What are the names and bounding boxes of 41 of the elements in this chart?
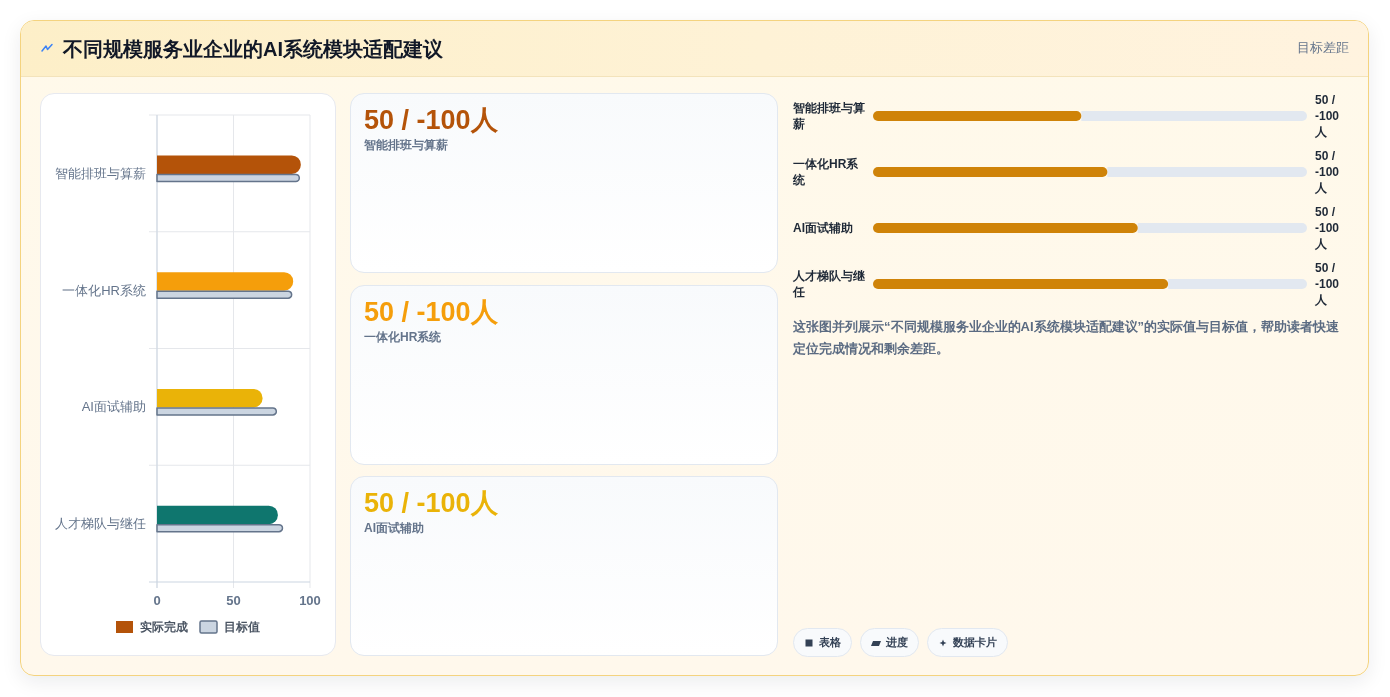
bar <box>157 388 263 408</box>
text: 这张图并列展示“不同规模服务业企业的AI系统模块适配建议”的实际值与目标值，帮助读者快速定位完成情况和剩余差距。 <box>793 318 1340 358</box>
y-tick-label: 一体化HR系统 <box>793 156 860 188</box>
bar <box>873 111 1082 121</box>
bar <box>1107 167 1307 177</box>
text: 50 / -100人 <box>1315 148 1341 196</box>
bar <box>873 279 1169 289</box>
chart-title: 目标差距 <box>1296 39 1349 57</box>
y-tick-label: 一体化HR系统 <box>62 282 146 298</box>
legend-label: 目标值 <box>224 620 260 634</box>
category-label: 一体化HR系统 <box>364 328 442 345</box>
x-tick-label: 0 <box>153 592 161 608</box>
text: 50 / -100人 <box>364 488 498 518</box>
y-tick-label: AI面试辅助 <box>793 220 854 236</box>
text: 50 / -100人 <box>1315 92 1341 140</box>
bar <box>1081 111 1307 121</box>
bar <box>1168 279 1307 289</box>
bar <box>873 167 1108 177</box>
y-tick-label: AI面试辅助 <box>81 399 146 415</box>
x-tick-label: 50 <box>226 592 241 608</box>
y-tick-label: 人才梯队与继任 <box>55 516 146 532</box>
chart-title: 不同规模服务业企业的AI系统模块适配建议 <box>63 37 443 62</box>
text: 50 / -100人 <box>364 296 498 327</box>
y-tick-label: 智能排班与算薪 <box>793 100 866 132</box>
x-tick-label: 100 <box>299 592 321 608</box>
y-tick-label: 智能排班与算薪 <box>55 165 146 181</box>
category-label: AI面试辅助 <box>364 520 424 536</box>
text: 进度 <box>886 635 908 650</box>
text: 50 / -100人 <box>1315 260 1341 308</box>
bar <box>1137 223 1307 233</box>
text: 50 / -100人 <box>364 105 498 135</box>
bar <box>157 505 278 525</box>
bar <box>873 223 1138 233</box>
text: 50 / -100人 <box>1315 204 1341 252</box>
bar <box>157 272 294 291</box>
bar <box>157 155 301 174</box>
text: 数据卡片 <box>953 635 997 650</box>
category-label: 智能排班与算薪 <box>364 137 448 153</box>
legend-label: 实际完成 <box>140 620 188 634</box>
text: 表格 <box>819 635 841 650</box>
y-tick-label: 人才梯队与继任 <box>793 268 866 300</box>
